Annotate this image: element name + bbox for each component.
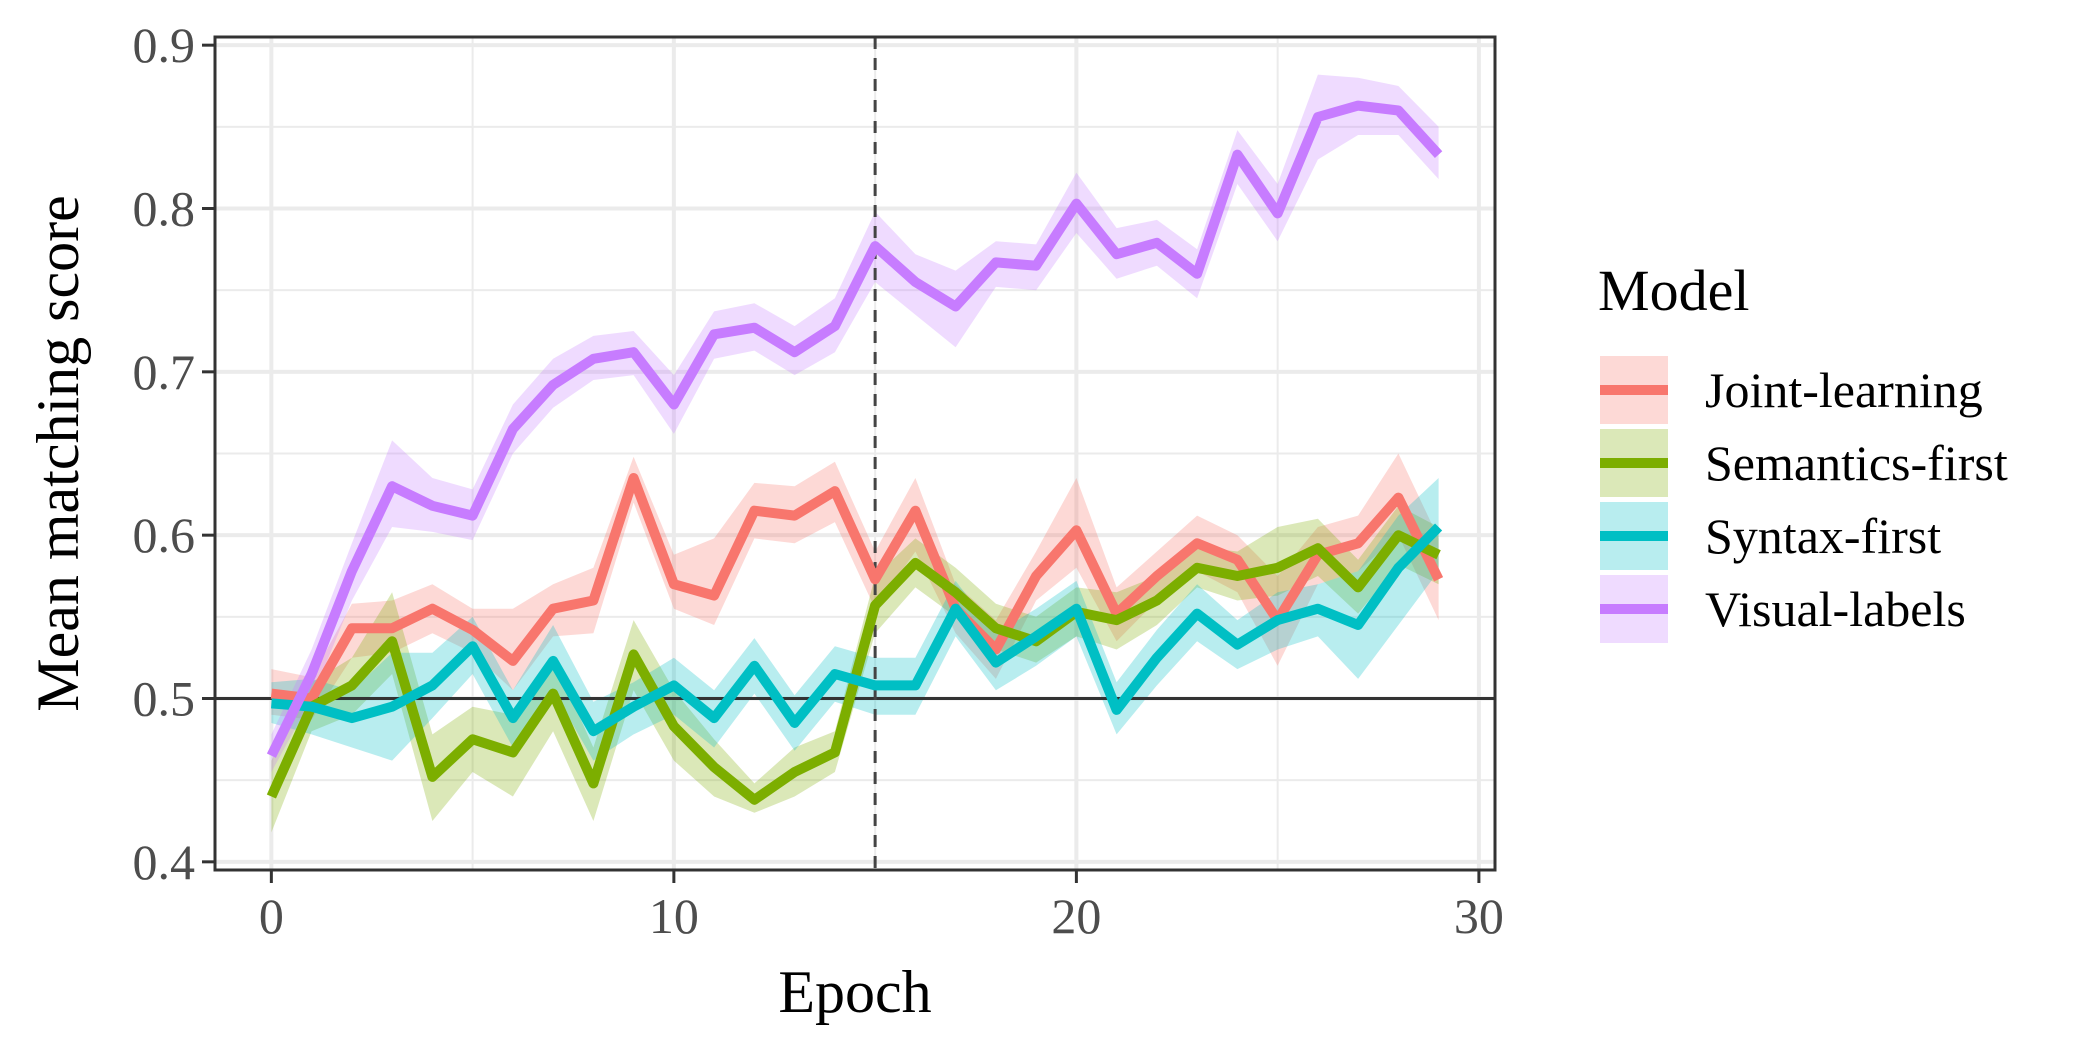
grid-layer (215, 37, 1495, 870)
reference-lines (215, 37, 1495, 870)
y-tick-label: 0.5 (133, 671, 196, 727)
y-tick-label: 0.8 (133, 181, 196, 237)
series-lines (266, 100, 1444, 805)
series-line-visual-labels (266, 100, 1443, 758)
legend: Model Joint-learning Semantics-first Synta… (1598, 258, 2008, 643)
plot-frame (213, 35, 1497, 872)
legend-items: Joint-learning Semantics-first Syntax-firs… (1600, 356, 2008, 643)
series-line-syntax-first (270, 523, 1443, 737)
y-tick-label: 0.6 (133, 507, 196, 563)
legend-label-syntax-first: Syntax-first (1705, 508, 1941, 564)
legend-label-joint-learning: Joint-learning (1705, 362, 1983, 418)
x-tick-label: 30 (1454, 888, 1504, 944)
y-axis-title: Mean matching score (25, 195, 91, 711)
y-tick-label: 0.4 (133, 834, 196, 890)
x-tick-label: 0 (259, 888, 284, 944)
x-axis-title: Epoch (778, 959, 931, 1025)
legend-label-visual-labels: Visual-labels (1705, 581, 1966, 637)
band-joint-learning (271, 453, 1439, 720)
axes: 0 10 20 30 0.4 0.5 0.6 0.7 0.8 0.9 (133, 17, 1504, 944)
legend-title: Model (1598, 258, 1749, 323)
x-tick-label: 10 (649, 888, 699, 944)
y-tick-label: 0.7 (133, 344, 196, 400)
band-syntax-first (271, 478, 1439, 761)
legend-label-semantics-first: Semantics-first (1705, 435, 2008, 491)
x-tick-label: 20 (1051, 888, 1101, 944)
y-tick-label: 0.9 (133, 17, 196, 73)
